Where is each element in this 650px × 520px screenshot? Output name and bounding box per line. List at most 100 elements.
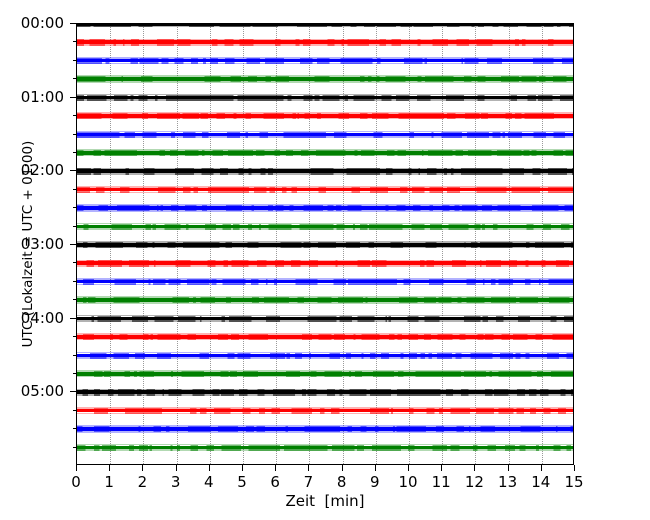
trace-noise-upper (77, 333, 573, 335)
trace-speckle (77, 426, 573, 433)
trace-speckle (77, 297, 573, 304)
gridline-x-10 (409, 24, 410, 464)
trace-line (77, 335, 573, 339)
y-tick-0100 (70, 96, 76, 98)
y-tick-minor (73, 78, 76, 80)
trace-noise-lower (77, 81, 573, 83)
trace-line (77, 24, 573, 26)
trace-line (77, 58, 573, 63)
trace-speckle (77, 149, 573, 157)
x-tick-2 (142, 465, 144, 471)
y-tick-minor (73, 354, 76, 356)
x-tick-label-4: 4 (204, 473, 214, 491)
x-tick-11 (441, 465, 443, 471)
trace-noise-lower (77, 246, 573, 249)
trace-0130 (77, 130, 573, 140)
trace-line (77, 390, 573, 394)
x-tick-4 (208, 465, 210, 471)
trace-noise-lower (77, 449, 573, 451)
y-tick-0500 (70, 391, 76, 393)
trace-speckle (77, 444, 573, 451)
trace-0030 (77, 56, 573, 66)
x-tick-8 (341, 465, 343, 471)
trace-speckle (77, 94, 573, 101)
trace-line (77, 371, 573, 376)
trace-speckle (77, 389, 573, 396)
trace-speckle (77, 186, 573, 193)
trace-noise-upper (77, 370, 573, 372)
trace-line (77, 427, 573, 431)
trace-noise-lower (77, 302, 573, 304)
y-tick-label-0200: 02:00 (20, 161, 64, 180)
trace-line (77, 261, 573, 265)
x-tick-7 (308, 465, 310, 471)
trace-0000 (77, 24, 573, 29)
trace-line (77, 95, 573, 100)
x-tick-label-3: 3 (170, 473, 181, 491)
x-tick-label-10: 10 (398, 473, 418, 491)
gridline-x-2 (143, 24, 145, 464)
trace-noise-lower (77, 173, 573, 175)
trace-noise-upper (77, 406, 573, 409)
trace-line (77, 77, 573, 81)
y-tick-minor (73, 372, 76, 374)
y-tick-minor (73, 41, 76, 43)
x-tick-label-7: 7 (303, 473, 314, 491)
trace-noise-upper (77, 75, 573, 78)
trace-noise-upper (77, 185, 573, 188)
x-tick-label-13: 13 (498, 473, 518, 491)
x-tick-1 (109, 465, 111, 471)
trace-noise-lower (77, 209, 573, 212)
gridline-x-5 (243, 24, 244, 464)
trace-0530 (77, 424, 573, 434)
x-tick-label-6: 6 (270, 473, 280, 491)
trace-noise-lower (77, 99, 573, 102)
trace-noise-upper (77, 204, 573, 206)
y-tick-0200 (70, 170, 76, 172)
trace-noise-lower (77, 412, 573, 415)
trace-0115 (77, 111, 573, 121)
trace-noise-lower (77, 357, 573, 359)
trace-noise-upper (77, 388, 573, 391)
gridline-x-11 (442, 24, 444, 464)
trace-line (77, 150, 573, 155)
trace-noise-lower (77, 191, 573, 194)
trace-line (77, 40, 573, 44)
gridline-x-9 (375, 24, 377, 464)
trace-speckle (77, 76, 573, 83)
y-tick-label-0100: 01:00 (20, 87, 64, 106)
gridline-x-13 (508, 24, 510, 464)
trace-0430 (77, 351, 573, 361)
trace-noise-lower (77, 25, 573, 28)
x-tick-13 (507, 465, 509, 471)
trace-speckle (77, 260, 573, 267)
x-tick-label-1: 1 (104, 473, 114, 491)
trace-speckle (77, 242, 573, 249)
trace-noise-upper (77, 425, 573, 427)
y-tick-minor (73, 299, 76, 301)
x-tick-6 (275, 465, 277, 471)
trace-0145 (77, 148, 573, 158)
trace-0300 (77, 240, 573, 250)
y-tick-minor (73, 446, 76, 448)
trace-0400 (77, 314, 573, 324)
trace-0015 (77, 37, 573, 47)
trace-speckle (77, 57, 573, 65)
trace-noise-upper (77, 296, 573, 299)
trace-speckle (77, 407, 573, 414)
x-tick-0 (76, 465, 77, 471)
y-tick-0400 (70, 317, 76, 319)
gridline-x-1 (110, 24, 112, 464)
trace-line (77, 353, 573, 358)
trace-noise-upper (77, 259, 573, 262)
trace-speckle (77, 352, 573, 359)
x-tick-3 (175, 465, 177, 471)
y-tick-label-0000: 00:00 (20, 14, 64, 32)
trace-noise-upper (77, 241, 573, 243)
trace-0515 (77, 406, 573, 416)
trace-line (77, 243, 573, 247)
trace-noise-upper (77, 222, 573, 225)
trace-noise-lower (77, 283, 573, 286)
x-tick-15 (574, 465, 575, 471)
trace-noise-upper (77, 112, 573, 114)
